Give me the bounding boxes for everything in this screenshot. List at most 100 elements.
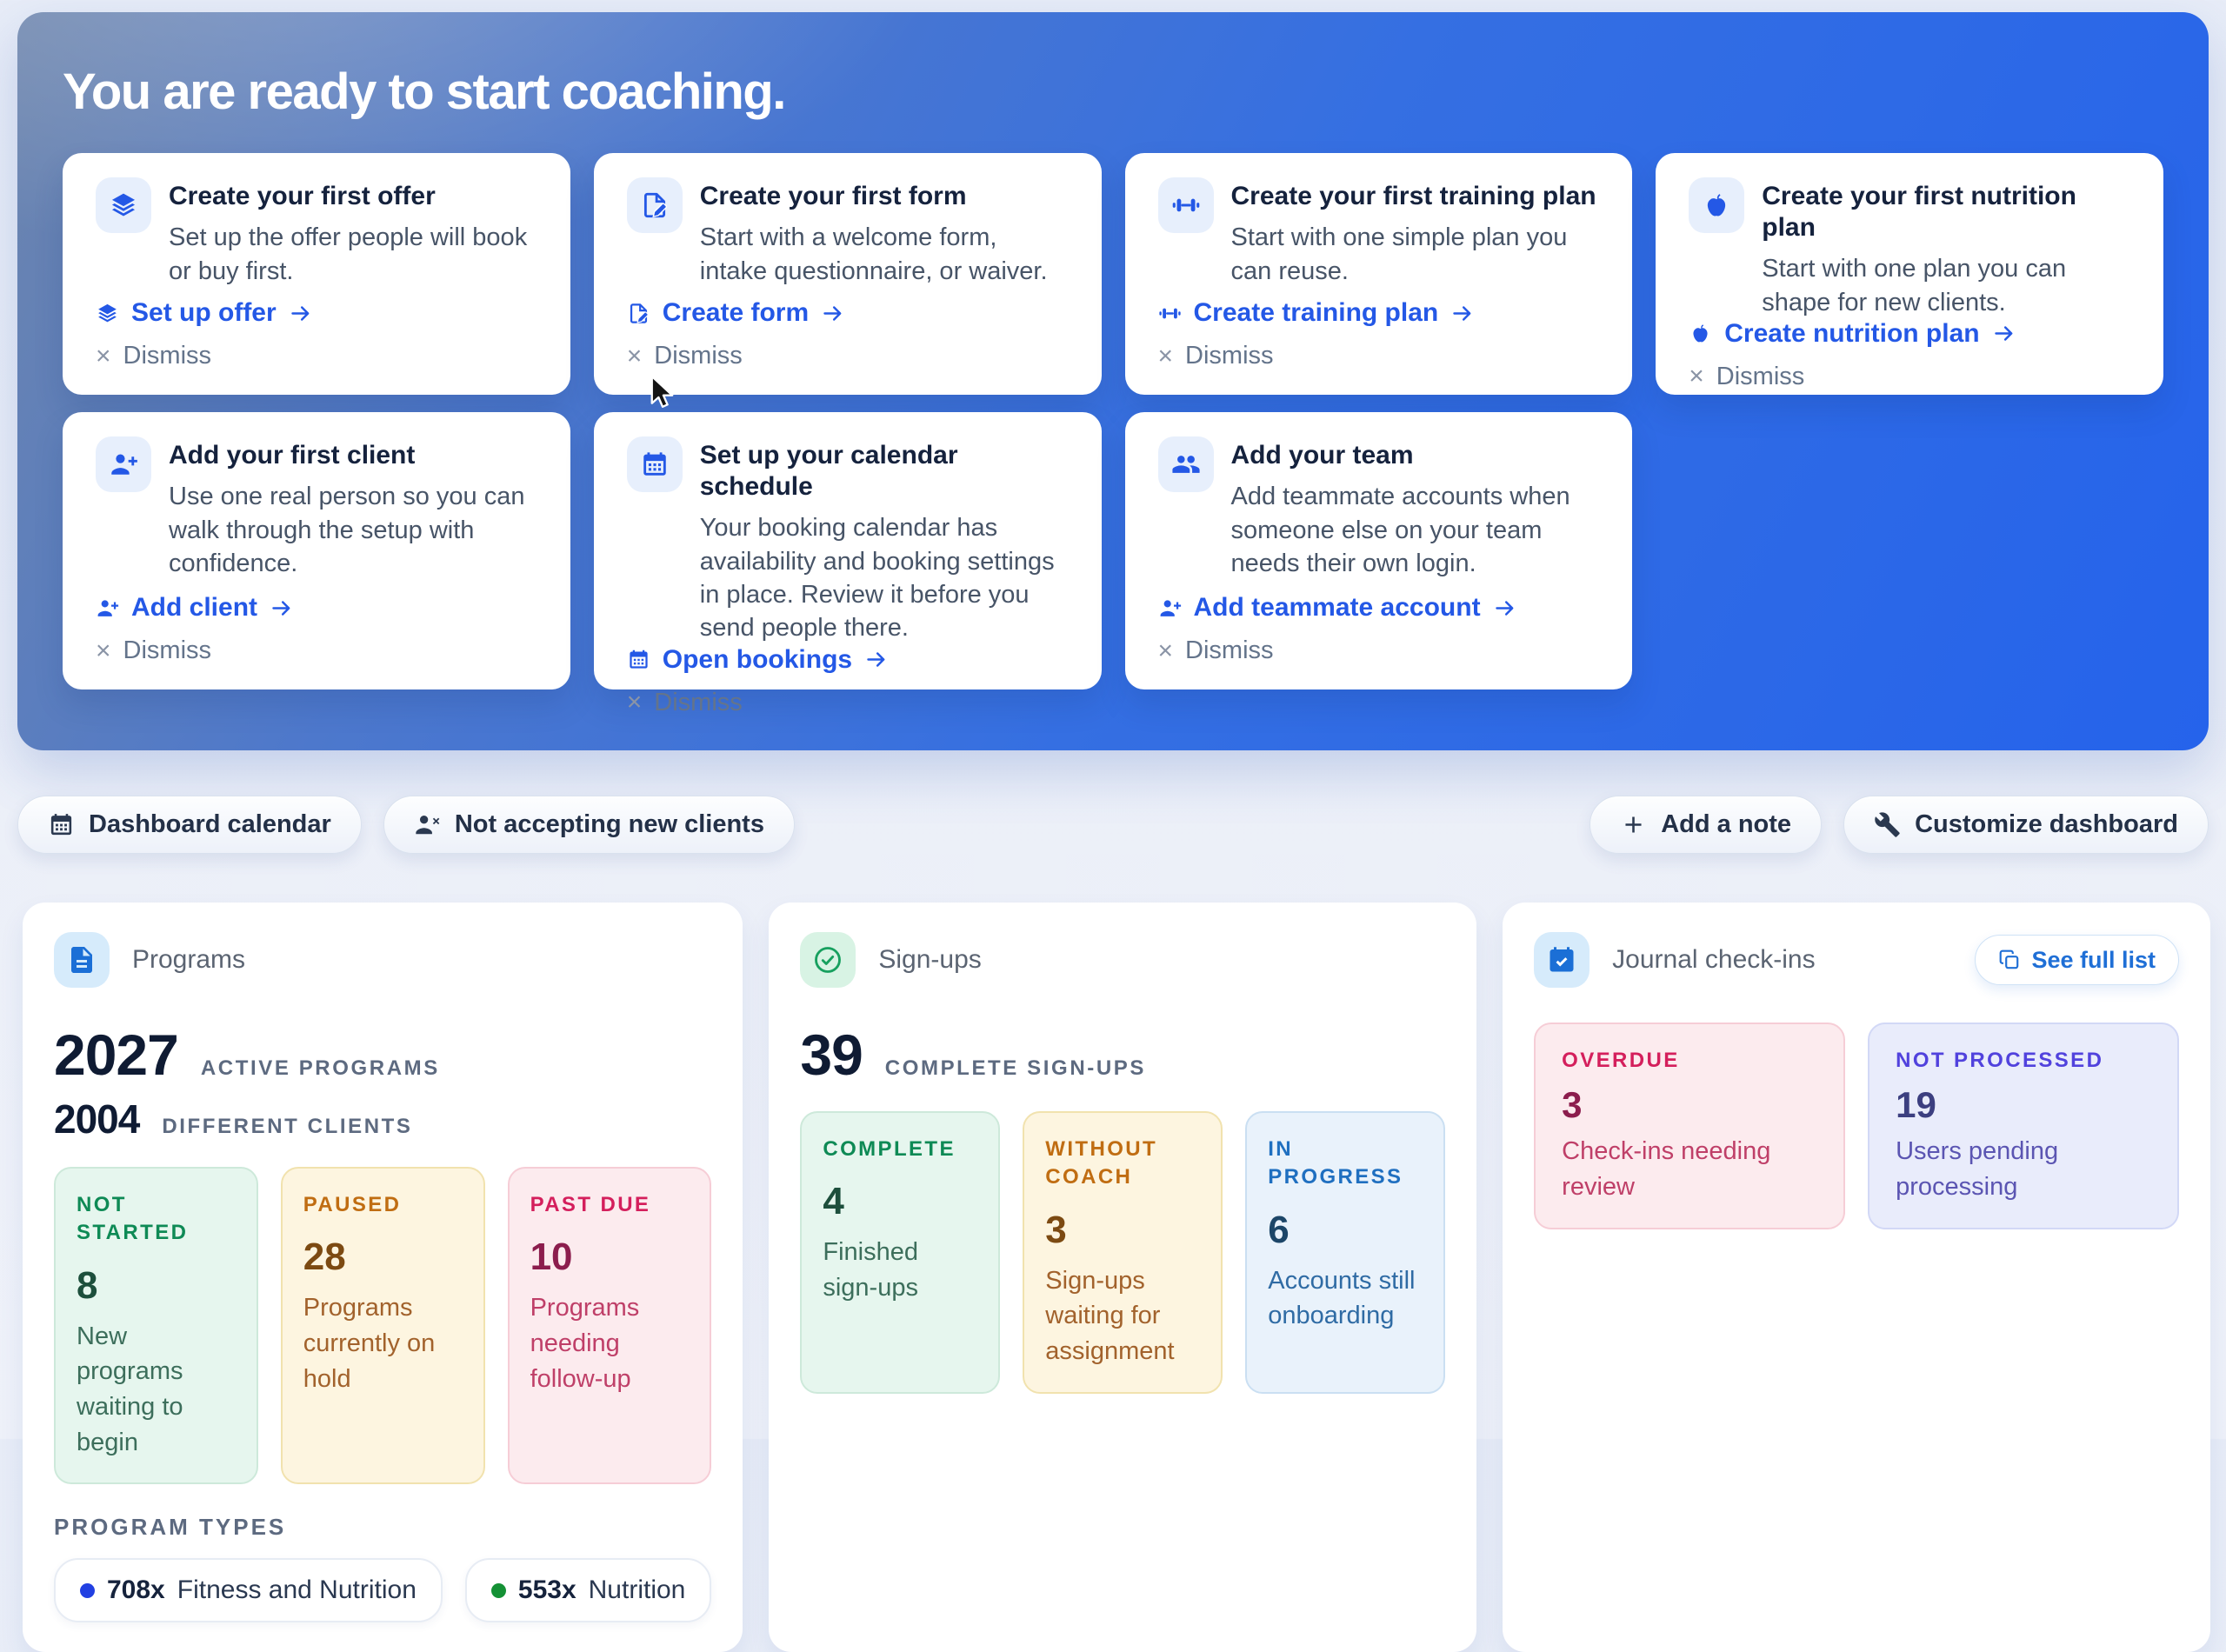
- dismiss-link[interactable]: × Dismiss: [96, 636, 537, 665]
- dismiss-link[interactable]: × Dismiss: [1689, 363, 2130, 391]
- arrow-right-icon: [821, 302, 844, 325]
- widget-header: Programs: [54, 932, 711, 988]
- check-circle-icon: [800, 932, 856, 988]
- copy-icon: [1998, 949, 2021, 971]
- calendar-icon: [48, 811, 75, 838]
- see-full-list-button[interactable]: See full list: [1975, 935, 2179, 985]
- card-description: Your booking calendar has availability a…: [699, 514, 1055, 643]
- stat-label: DIFFERENT CLIENTS: [162, 1115, 413, 1138]
- add-note-button[interactable]: Add a note: [1590, 796, 1823, 854]
- stat-box-value: 3: [1562, 1084, 1583, 1126]
- card-title: Add your team: [1230, 441, 1414, 470]
- chip-count: 708x: [107, 1575, 165, 1605]
- button-label: Not accepting new clients: [454, 810, 764, 838]
- chip-fitness-and-nutrition[interactable]: 708x Fitness and Nutrition: [54, 1558, 443, 1623]
- card-header: Create your first nutrition plan Start w…: [1689, 177, 2130, 319]
- not-accepting-clients-button[interactable]: Not accepting new clients: [383, 796, 795, 854]
- plus-icon: [1620, 811, 1647, 838]
- close-icon: ×: [1157, 341, 1174, 370]
- stat-box-paused[interactable]: PAUSED 28 Programs currently on hold: [280, 1167, 485, 1485]
- widget-title: Programs: [132, 945, 246, 974]
- close-icon: ×: [96, 636, 111, 665]
- calendar-icon: [627, 648, 650, 671]
- stat-box-complete[interactable]: COMPLETE 4 Finished sign-ups: [800, 1111, 1001, 1394]
- program-types-chips: 708x Fitness and Nutrition 553x Nutritio…: [54, 1558, 712, 1623]
- active-programs-stat: 2027 ACTIVE PROGRAMS: [54, 1026, 711, 1083]
- button-label: See full list: [2031, 946, 2156, 973]
- card-description: Start with one simple plan you can reuse…: [1230, 223, 1568, 285]
- stat-box-description: Programs needing follow-up: [530, 1294, 640, 1393]
- card-calendar-schedule: Set up your calendar schedule Your booki…: [593, 412, 1102, 716]
- dismiss-label: Dismiss: [654, 342, 743, 370]
- set-up-offer-link[interactable]: Set up offer: [96, 298, 537, 328]
- create-training-plan-link[interactable]: Create training plan: [1158, 298, 1600, 328]
- stat-box-description: Users pending processing: [1896, 1137, 2059, 1201]
- stat-box-value: 19: [1896, 1084, 1936, 1126]
- add-client-link[interactable]: Add client: [96, 593, 537, 623]
- stat-box-not-started[interactable]: NOT STARTED 8 New programs waiting to be…: [54, 1167, 258, 1485]
- chip-label: Nutrition: [588, 1575, 686, 1605]
- programs-widget: Programs 2027 ACTIVE PROGRAMS 2004 DIFFE…: [23, 903, 743, 1652]
- card-title: Create your first offer: [169, 182, 436, 211]
- widget-header: Sign-ups: [800, 932, 1445, 988]
- widget-title: Journal check-ins: [1612, 945, 1816, 974]
- people-icon: [1157, 436, 1214, 493]
- dismiss-label: Dismiss: [654, 688, 743, 716]
- stat-box-past-due[interactable]: PAST DUE 10 Programs needing follow-up: [507, 1167, 712, 1485]
- green-dot-icon: [490, 1582, 506, 1598]
- card-header: Create your first training plan Start wi…: [1157, 177, 1600, 288]
- customize-dashboard-button[interactable]: Customize dashboard: [1843, 796, 2209, 854]
- cta-label: Set up offer: [131, 298, 277, 328]
- dismiss-label: Dismiss: [1716, 362, 1805, 390]
- card-header: Set up your calendar schedule Your booki…: [626, 436, 1069, 644]
- stat-box-description: Programs currently on hold: [303, 1294, 436, 1393]
- card-description: Start with a welcome form, intake questi…: [699, 223, 1048, 285]
- arrow-right-icon: [270, 596, 293, 620]
- chip-nutrition[interactable]: 553x Nutrition: [464, 1558, 712, 1623]
- cta-label: Create form: [662, 298, 810, 328]
- dumbbell-icon: [1158, 302, 1182, 325]
- stat-box-not-processed[interactable]: NOT PROCESSED 19 Users pending processin…: [1868, 1023, 2180, 1229]
- stat-label: ACTIVE PROGRAMS: [200, 1056, 440, 1080]
- stat-box-in-progress[interactable]: IN PROGRESS 6 Accounts still onboarding: [1245, 1111, 1446, 1394]
- stat-value: 2027: [54, 1023, 179, 1087]
- close-icon: ×: [1157, 636, 1174, 665]
- arrow-right-icon: [1493, 596, 1516, 620]
- cta-label: Add client: [131, 593, 258, 623]
- stat-box-without-coach[interactable]: WITHOUT COACH 3 Sign-ups waiting for ass…: [1023, 1111, 1223, 1394]
- person-plus-icon: [96, 436, 151, 493]
- dashboard-calendar-button[interactable]: Dashboard calendar: [17, 796, 362, 854]
- stat-box-label: NOT PROCESSED: [1896, 1049, 2104, 1072]
- close-icon: ×: [1689, 362, 1704, 391]
- calendar-check-icon: [1534, 932, 1590, 988]
- dismiss-label: Dismiss: [123, 342, 212, 370]
- dismiss-link[interactable]: × Dismiss: [1158, 636, 1600, 665]
- form-icon: [626, 177, 683, 234]
- card-create-training-plan: Create your first training plan Start wi…: [1124, 153, 1633, 396]
- card-title: Set up your calendar schedule: [699, 441, 958, 502]
- close-icon: ×: [96, 341, 111, 370]
- card-title: Create your first training plan: [1230, 182, 1596, 211]
- add-teammate-account-link[interactable]: Add teammate account: [1158, 593, 1600, 623]
- stat-box-overdue[interactable]: OVERDUE 3 Check-ins needing review: [1534, 1023, 1846, 1229]
- person-plus-icon: [96, 596, 119, 620]
- create-nutrition-plan-link[interactable]: Create nutrition plan: [1689, 319, 2130, 349]
- stat-label: COMPLETE SIGN-UPS: [884, 1056, 1147, 1080]
- create-form-link[interactable]: Create form: [627, 298, 1069, 328]
- program-types-label: PROGRAM TYPES: [54, 1514, 287, 1541]
- card-create-form: Create your first form Start with a welc…: [593, 153, 1102, 396]
- dismiss-link[interactable]: × Dismiss: [627, 342, 1069, 370]
- dismiss-link[interactable]: × Dismiss: [1158, 342, 1600, 370]
- open-bookings-link[interactable]: Open bookings: [627, 645, 1069, 675]
- person-x-icon: [414, 811, 441, 838]
- cta-label: Create nutrition plan: [1724, 318, 1980, 348]
- card-header: Create your first offer Set up the offer…: [96, 177, 537, 288]
- card-description: Add teammate accounts when someone else …: [1230, 483, 1570, 577]
- dashboard-toolbar: Dashboard calendar Not accepting new cli…: [17, 796, 2209, 854]
- banner-headline: You are ready to start coaching.: [63, 63, 786, 120]
- dismiss-link[interactable]: × Dismiss: [96, 342, 537, 370]
- chip-label: Fitness and Nutrition: [177, 1575, 417, 1605]
- dismiss-link[interactable]: × Dismiss: [627, 689, 1069, 717]
- stat-box-description: Finished sign-ups: [823, 1238, 918, 1302]
